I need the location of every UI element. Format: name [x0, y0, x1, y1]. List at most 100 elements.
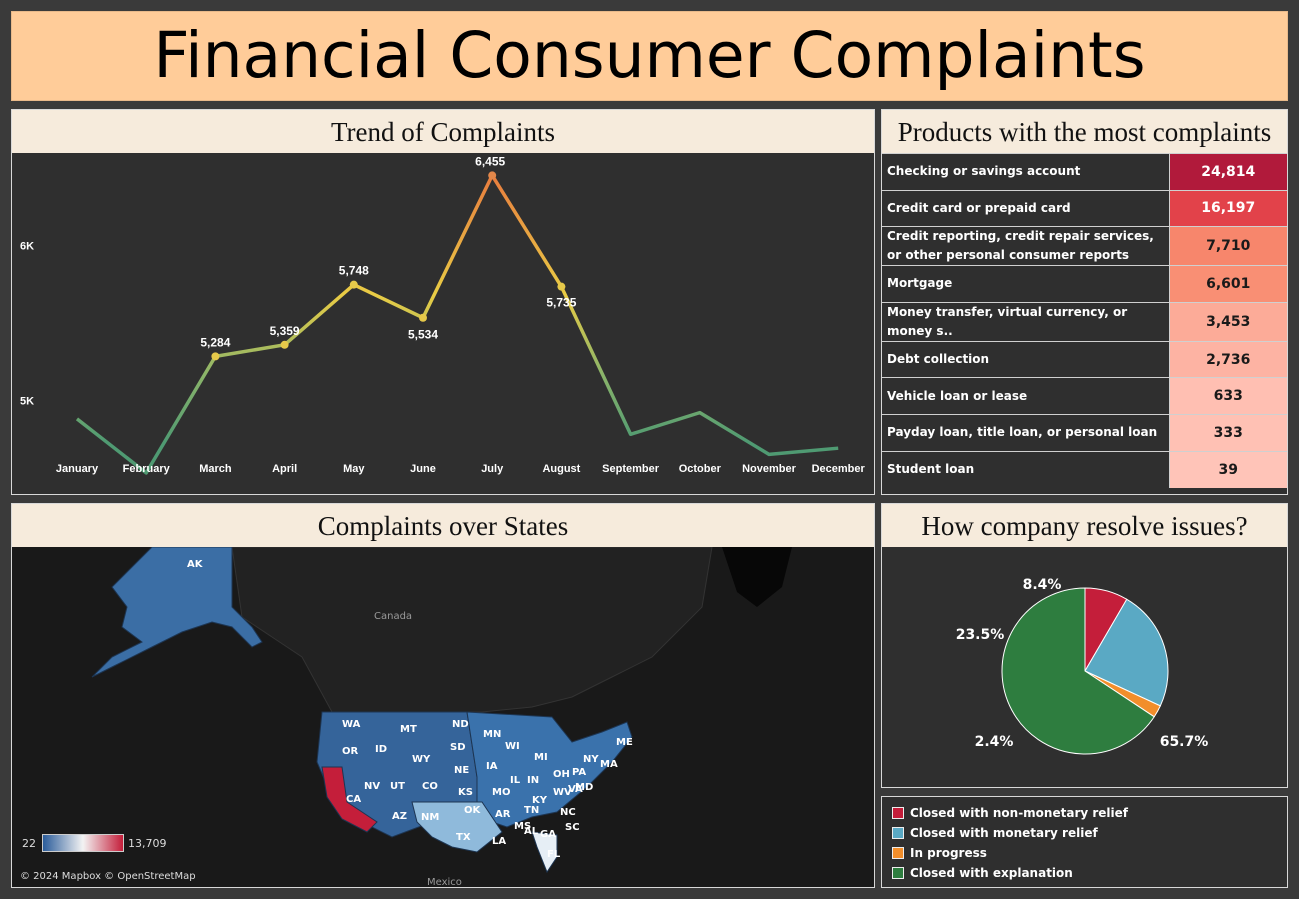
state-label[interactable]: ND: [452, 719, 469, 730]
product-row[interactable]: Credit card or prepaid card 16,197: [882, 190, 1287, 227]
state-label[interactable]: CO: [422, 781, 438, 792]
legend-max-value: 13,709: [128, 837, 167, 850]
product-row[interactable]: Mortgage 6,601: [882, 266, 1287, 303]
trend-data-label: 5,534: [408, 328, 438, 342]
product-row[interactable]: Payday loan, title loan, or personal loa…: [882, 414, 1287, 451]
product-row[interactable]: Money transfer, virtual currency, or mon…: [882, 302, 1287, 341]
state-label[interactable]: MI: [534, 752, 548, 763]
state-label[interactable]: AZ: [392, 811, 407, 822]
trend-point[interactable]: [211, 352, 219, 360]
trend-point[interactable]: [557, 283, 565, 291]
state-label[interactable]: OK: [464, 805, 482, 816]
state-label[interactable]: ME: [616, 737, 633, 748]
state-label[interactable]: IL: [510, 775, 521, 786]
product-name: Vehicle loan or lease: [882, 378, 1169, 415]
resolve-pie-chart[interactable]: 8.4% 23.5% 2.4% 65.7%: [882, 547, 1287, 787]
legend-item[interactable]: Closed with explanation: [892, 865, 1073, 881]
state-label[interactable]: FL: [547, 849, 561, 860]
state-label[interactable]: MA: [600, 759, 618, 770]
resolve-panel: How company resolve issues? 8.4% 23.5% 2.4…: [881, 503, 1288, 788]
product-count: 24,814: [1169, 154, 1287, 191]
product-name: Credit reporting, credit repair services…: [882, 227, 1169, 266]
product-row[interactable]: Vehicle loan or lease 633: [882, 378, 1287, 415]
state-label[interactable]: CA: [346, 794, 361, 805]
legend-swatch: [892, 807, 904, 819]
legend-swatch: [892, 827, 904, 839]
y-tick-label: 6K: [20, 241, 34, 253]
map-attribution[interactable]: © 2024 Mapbox © OpenStreetMap: [20, 871, 196, 882]
resolve-legend: Closed with non-monetary relief Closed wi…: [881, 796, 1288, 888]
product-count: 6,601: [1169, 266, 1287, 303]
state-label[interactable]: OR: [342, 746, 359, 757]
pie-data-label: 2.4%: [975, 734, 1014, 750]
state-label[interactable]: WY: [412, 754, 431, 765]
x-tick-label: November: [742, 463, 797, 475]
trend-point[interactable]: [419, 314, 427, 322]
states-title: Complaints over States: [12, 504, 874, 547]
trend-point[interactable]: [350, 281, 358, 289]
product-name: Debt collection: [882, 341, 1169, 378]
product-name: Mortgage: [882, 266, 1169, 303]
dashboard-title: Financial Consumer Complaints: [12, 12, 1287, 100]
state-label[interactable]: SD: [450, 742, 466, 753]
state-label[interactable]: NM: [421, 812, 439, 823]
legend-item[interactable]: Closed with monetary relief: [892, 825, 1098, 841]
state-label[interactable]: LA: [492, 836, 506, 847]
product-row[interactable]: Debt collection 2,736: [882, 341, 1287, 378]
state-label[interactable]: MN: [483, 729, 501, 740]
state-label[interactable]: GA: [540, 829, 556, 840]
pie-data-label: 8.4%: [1023, 577, 1062, 593]
state-label[interactable]: SC: [565, 822, 580, 833]
legend-item[interactable]: In progress: [892, 845, 987, 861]
state-label[interactable]: KS: [458, 787, 473, 798]
state-label[interactable]: UT: [390, 781, 405, 792]
trend-data-label: 5,359: [270, 324, 300, 338]
product-count: 2,736: [1169, 341, 1287, 378]
state-label[interactable]: NV: [364, 781, 380, 792]
trend-point[interactable]: [488, 171, 496, 179]
legend-label: Closed with explanation: [910, 866, 1073, 880]
state-label[interactable]: MO: [492, 787, 510, 798]
x-tick-label: May: [343, 463, 365, 475]
state-label[interactable]: AK: [187, 559, 204, 570]
state-label[interactable]: OH: [553, 769, 570, 780]
trend-series-line[interactable]: [77, 175, 838, 473]
state-label[interactable]: ID: [375, 744, 387, 755]
trend-point[interactable]: [281, 341, 289, 349]
product-row[interactable]: Credit reporting, credit repair services…: [882, 227, 1287, 266]
product-name: Student loan: [882, 451, 1169, 488]
state-label[interactable]: AR: [495, 809, 511, 820]
x-tick-label: September: [602, 463, 660, 475]
product-name: Payday loan, title loan, or personal loa…: [882, 414, 1169, 451]
product-count: 16,197: [1169, 190, 1287, 227]
state-label[interactable]: IN: [527, 775, 539, 786]
dashboard-header: Financial Consumer Complaints: [11, 11, 1288, 101]
x-tick-label: July: [481, 463, 504, 475]
state-label[interactable]: NY: [583, 754, 599, 765]
x-tick-label: April: [272, 463, 297, 475]
product-row[interactable]: Student loan 39: [882, 451, 1287, 488]
state-label[interactable]: MT: [400, 724, 417, 735]
product-count: 333: [1169, 414, 1287, 451]
products-panel: Products with the most complaints Checki…: [881, 109, 1288, 495]
trend-title: Trend of Complaints: [12, 110, 874, 153]
trend-data-label: 5,284: [200, 335, 230, 349]
x-tick-label: December: [812, 463, 866, 475]
x-tick-label: March: [199, 463, 232, 475]
trend-line-chart[interactable]: 6K 5K January February 5,284 March 5,359 April 5…: [12, 153, 874, 494]
legend-item[interactable]: Closed with non-monetary relief: [892, 805, 1128, 821]
state-label[interactable]: WI: [505, 741, 520, 752]
state-label[interactable]: TX: [456, 832, 471, 843]
state-label[interactable]: NC: [560, 807, 576, 818]
product-row[interactable]: Checking or savings account 24,814: [882, 154, 1287, 191]
map-color-legend: 22 13,709: [22, 834, 167, 852]
products-table: Checking or savings account 24,814 Credit …: [882, 153, 1287, 488]
state-label[interactable]: PA: [572, 767, 586, 778]
state-label[interactable]: WA: [342, 719, 361, 730]
state-label[interactable]: NE: [454, 765, 469, 776]
state-label[interactable]: AL: [524, 826, 539, 837]
legend-color-ramp: [42, 834, 124, 852]
state-label[interactable]: TN: [524, 805, 539, 816]
state-label[interactable]: IA: [486, 761, 498, 772]
state-label[interactable]: MD: [575, 782, 593, 793]
